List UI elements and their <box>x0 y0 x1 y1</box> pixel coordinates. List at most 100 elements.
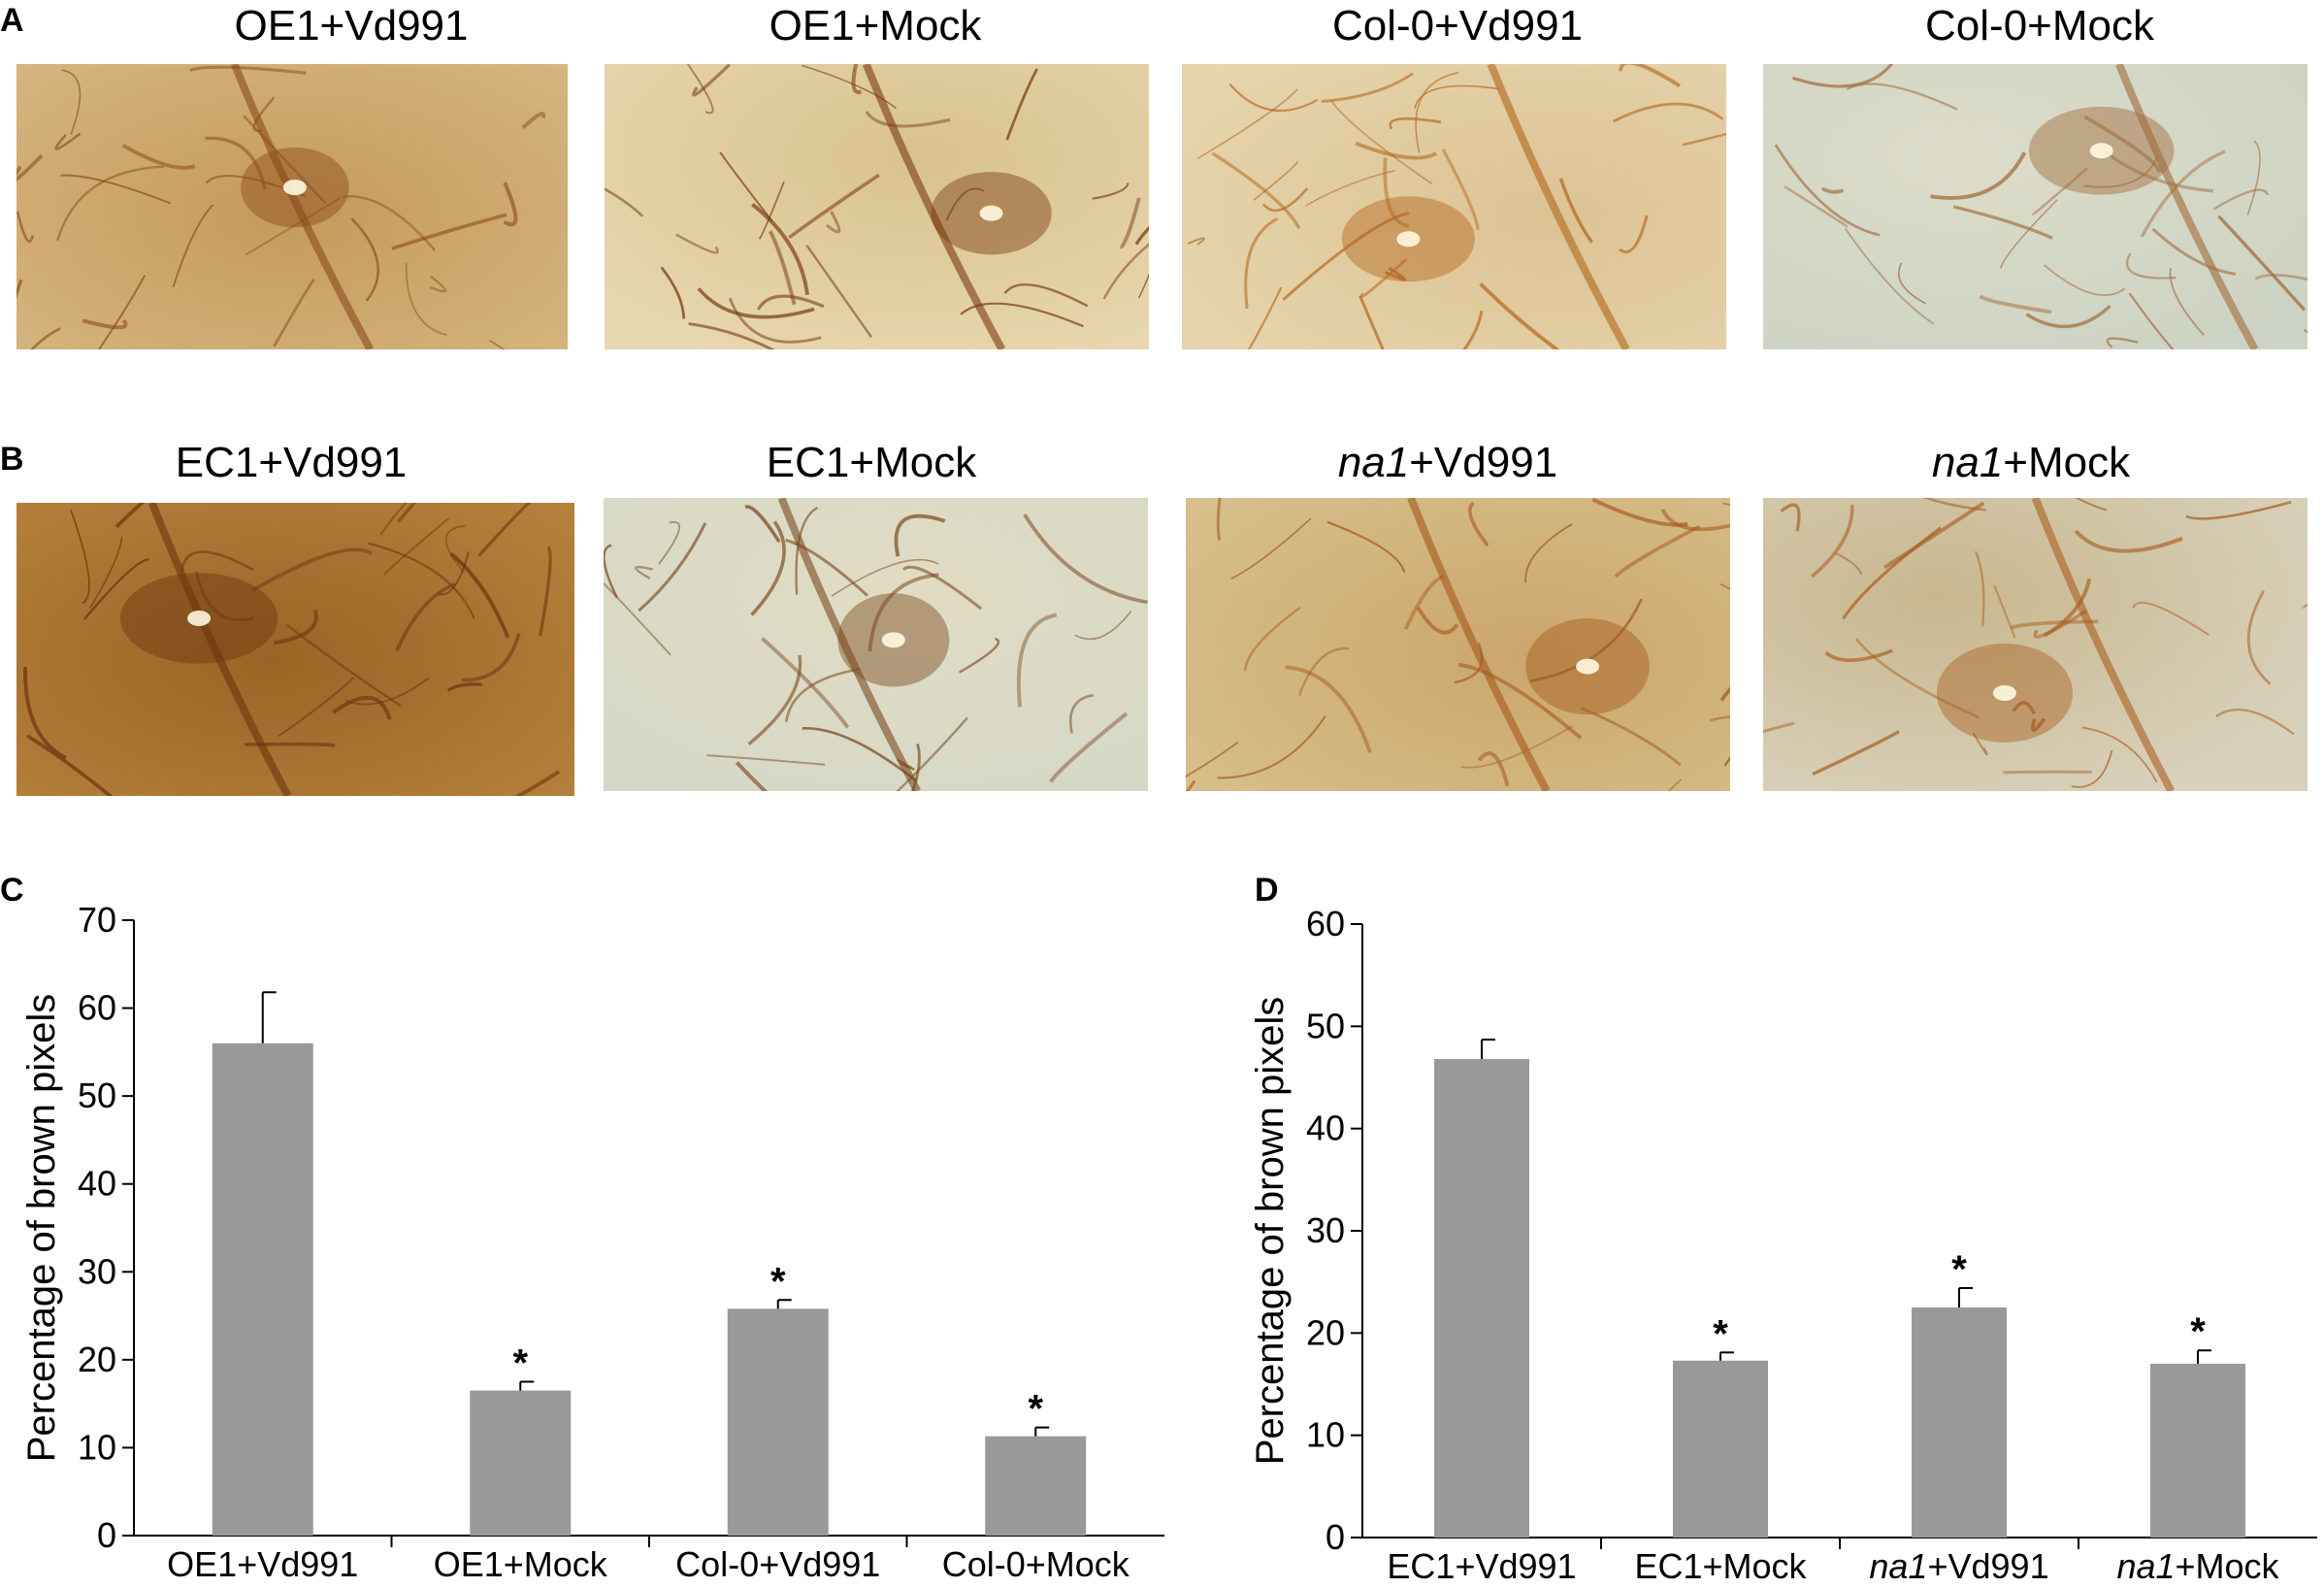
x-category-label: na1+Vd991 <box>1869 1546 2048 1586</box>
y-tick-label: 70 <box>78 900 116 940</box>
leaf-vein <box>539 546 552 637</box>
leaf-vein <box>121 144 196 170</box>
leaf-vein <box>1468 501 1489 547</box>
bar-chart-c: 0 10 20 30 40 50 60 70 OE1+Vd991 * OE1+Mock * Col-0+… <box>20 900 1164 1584</box>
panel-letter-a: A <box>0 2 24 39</box>
leaf-vein <box>521 112 546 130</box>
leaf-vein <box>1297 646 1350 696</box>
leaf-vein <box>332 695 392 720</box>
leaf-vein <box>1211 151 1301 230</box>
leaf-vein <box>1454 643 1484 684</box>
leaf-vein <box>851 64 863 94</box>
leaf-vein <box>1558 178 1593 244</box>
y-tick-label: 0 <box>97 1515 116 1555</box>
leaf-background <box>16 503 574 796</box>
significance-marker: * <box>512 1342 528 1385</box>
leaf-texture <box>605 64 1149 349</box>
italic-genotype: na1 <box>1931 439 2004 486</box>
y-tick-label: 10 <box>1306 1415 1345 1455</box>
leaf-vein <box>1441 148 1480 230</box>
leaf-background <box>1186 498 1730 791</box>
leaf-label-ec1-mock: EC1+Mock <box>766 439 977 486</box>
leaf-vein <box>189 65 307 75</box>
leaf-vein <box>805 244 872 338</box>
leaf-label-oe1-vd991: OE1+Vd991 <box>234 2 469 50</box>
leaf-vein <box>1824 648 1893 663</box>
leaf-vein <box>2215 708 2295 736</box>
y-tick-label: 10 <box>78 1427 116 1467</box>
leaf-vein <box>1230 517 1312 579</box>
leaf-main-vein <box>777 498 921 791</box>
leaf-vein <box>2101 148 2213 193</box>
leaf-vein <box>1763 721 1795 734</box>
leaf-vein <box>1477 751 1510 787</box>
leaf-vein <box>1930 151 2027 200</box>
leaf-vein <box>1972 732 1988 756</box>
leaf-vein <box>391 213 507 250</box>
x-category-label: Col-0+Vd991 <box>675 1544 880 1584</box>
significance-marker: * <box>1028 1388 1043 1431</box>
leaf-main-vein <box>230 64 375 349</box>
leaf-vein <box>2254 274 2308 281</box>
leaf-vein <box>439 551 470 596</box>
leaf-vein <box>2169 267 2205 336</box>
leaf-vein <box>1326 520 1406 573</box>
x-category-main: OE1+Vd991 <box>167 1544 358 1584</box>
leaf-vein <box>1389 116 1442 130</box>
leaf-vein <box>2212 188 2270 211</box>
leaf-vein <box>719 151 773 222</box>
leaf-vein <box>1244 216 1279 310</box>
leaf-vein <box>379 503 408 536</box>
significance-marker: * <box>770 1260 786 1303</box>
leaf-vein <box>785 538 868 597</box>
leaf-vein <box>1974 550 1985 627</box>
leaf-vein <box>429 275 447 293</box>
y-tick-label: 20 <box>78 1340 116 1379</box>
leaf-vein <box>688 321 775 349</box>
leaf-vein <box>16 211 35 243</box>
x-category-main: EC1+Mock <box>1634 1546 1807 1586</box>
leaf-texture <box>16 503 574 796</box>
leaf-vein <box>1820 186 1845 194</box>
leaf-vein <box>747 654 802 745</box>
leaf-vein <box>449 551 510 639</box>
leaf-background <box>1763 64 2308 349</box>
leaf-vein <box>1660 508 1730 532</box>
leaf-vein <box>1216 498 1222 541</box>
leaf-vein <box>1134 225 1149 246</box>
leaf-vein <box>2132 601 2210 637</box>
x-category-label: OE1+Vd991 <box>167 1544 358 1584</box>
significance-marker: * <box>1713 1312 1728 1355</box>
leaf-vein <box>2074 529 2183 553</box>
leaf-vein <box>867 573 939 652</box>
leaf-wound <box>187 611 212 626</box>
leaf-vein <box>785 668 860 722</box>
leaf-vein <box>1529 598 1643 683</box>
leaf-vein <box>285 623 402 707</box>
x-category-label: Col-0+Mock <box>942 1544 1130 1584</box>
leaf-vein <box>503 182 518 227</box>
leaf-vein <box>2246 140 2261 215</box>
leaf-label-col0-vd991: Col-0+Vd991 <box>1331 2 1584 50</box>
leaf-vein <box>26 734 114 796</box>
x-category-main: Col-0+Mock <box>942 1544 1130 1584</box>
significance-marker: * <box>2190 1310 2206 1353</box>
leaf-vein <box>638 522 707 612</box>
leaf-vein <box>2025 305 2111 329</box>
leaf-wound <box>979 205 1003 221</box>
bar-chart-d: 0102030405060EC1+Vd991*EC1+Mock*na1+Vd99… <box>1249 904 2317 1586</box>
leaf-vein <box>2151 227 2236 276</box>
leaf-vein <box>2043 264 2126 296</box>
leaf-vein <box>115 503 146 529</box>
y-tick-label: 0 <box>1326 1517 1345 1557</box>
leaf-vein <box>945 187 985 221</box>
leaf-vein <box>1921 498 1986 512</box>
leaf-vein <box>1462 310 1484 349</box>
bar <box>727 1308 829 1536</box>
leaf-vein <box>16 279 23 300</box>
bar <box>212 1042 313 1536</box>
leaf-vein <box>2217 215 2307 312</box>
leaf-vein <box>1844 227 1935 325</box>
leaf-vein <box>1414 84 1500 110</box>
leaf-vein <box>368 542 475 620</box>
